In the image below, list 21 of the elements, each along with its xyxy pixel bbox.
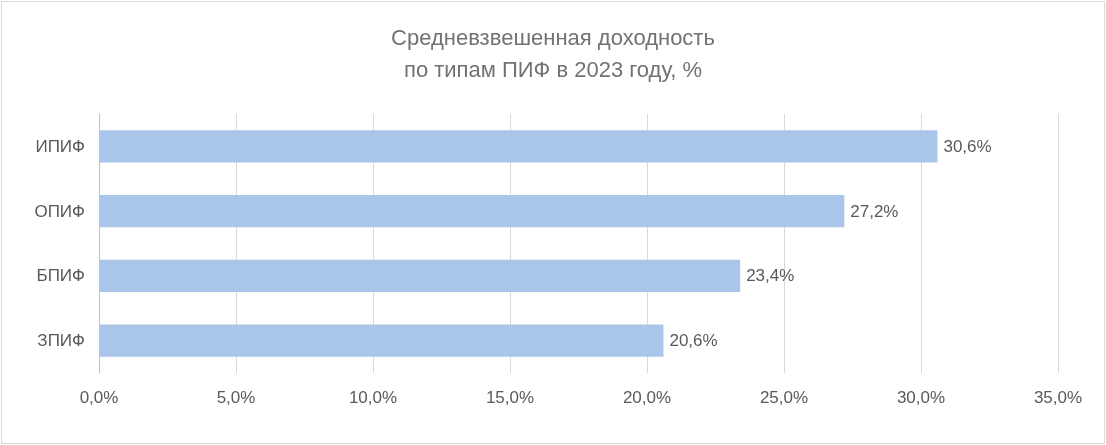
x-tick-label: 5,0% (216, 388, 256, 407)
data-label: 20,6% (669, 331, 718, 351)
data-label: 27,2% (850, 201, 899, 221)
x-tick-label: 10,0% (348, 388, 398, 407)
y-tick-label: ИПИФ (35, 136, 85, 156)
bar (99, 324, 664, 357)
x-tick-label: 35,0% (1033, 388, 1083, 407)
x-tick-label: 25,0% (759, 388, 809, 407)
bar (99, 259, 741, 293)
x-tick-label: 0,0% (79, 388, 119, 407)
x-tick-label: 30,0% (896, 388, 946, 407)
x-tick-label: 20,0% (622, 388, 672, 407)
data-label: 23,4% (746, 266, 795, 286)
bar (99, 194, 845, 228)
data-label: 30,6% (943, 136, 992, 156)
y-tick-label: БПИФ (36, 266, 85, 286)
y-tick-label: ОПИФ (34, 201, 85, 221)
chart-title: Средневзвешенная доходность по типам ПИФ в 2023 году, % (391, 24, 715, 82)
x-tick-label: 15,0% (485, 388, 535, 407)
bar (99, 130, 938, 163)
y-tick-label: ЗПИФ (37, 331, 85, 351)
